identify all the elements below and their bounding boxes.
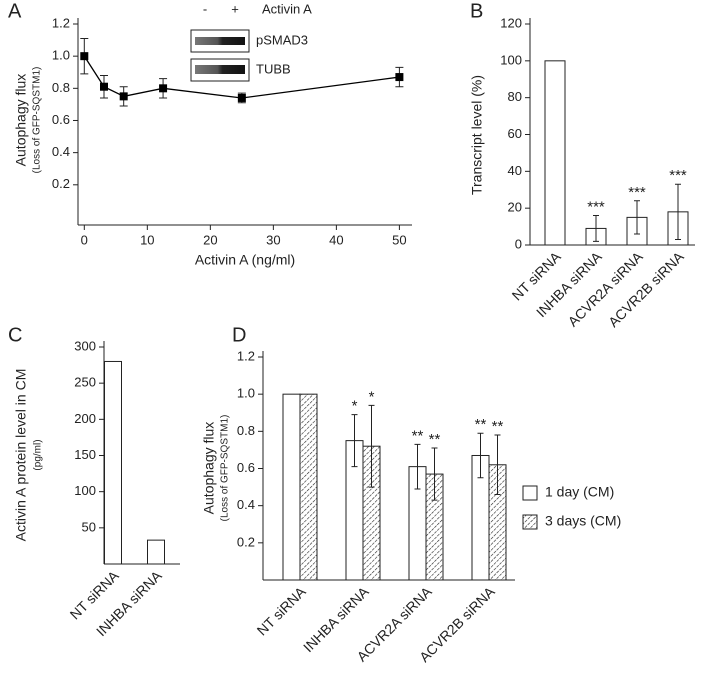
error-bar (675, 183, 681, 240)
marker (80, 52, 89, 61)
y-tick-label: 0.6 (52, 112, 70, 127)
y-tick-label: 150 (74, 447, 96, 462)
y-axis-label: Activin A protein level in CM (13, 369, 29, 542)
y-tick-label: 60 (508, 126, 522, 141)
y-tick-label: 0.4 (237, 497, 255, 512)
y-axis-label: (pg/ml) (33, 439, 44, 470)
line (83, 55, 400, 99)
error-bar (368, 404, 375, 488)
legend-label: 3 days (CM) (545, 513, 621, 529)
error-bar (634, 200, 640, 235)
significance: * (352, 398, 358, 415)
bar (282, 393, 301, 581)
x-tick-label: 40 (329, 232, 343, 247)
error-bar (351, 414, 358, 468)
y-tick-label: 1.2 (52, 15, 70, 30)
significance: ** (475, 416, 487, 433)
y-tick-label: 0.4 (52, 144, 70, 159)
error-bar (494, 434, 501, 496)
marker (119, 92, 128, 101)
error-bar (414, 443, 421, 490)
blot-band-label: TUBB (256, 61, 291, 76)
y-tick-label: 40 (508, 163, 522, 178)
blot-band (195, 65, 245, 74)
marker (237, 93, 246, 102)
panel-letter: D (232, 324, 246, 346)
bar (147, 539, 165, 565)
y-tick-label: 0.8 (52, 80, 70, 95)
y-axis-label: Autophagy flux (13, 74, 29, 167)
error-bar (477, 432, 484, 479)
bar (299, 393, 318, 581)
legend-swatch (522, 485, 538, 501)
error-bar (593, 215, 599, 242)
y-axis-label: Transcript level (%) (469, 75, 485, 195)
y-tick-label: 1.0 (52, 48, 70, 63)
x-axis-label: Activin A (ng/ml) (195, 252, 295, 268)
x-tick-label: 30 (266, 232, 280, 247)
marker (159, 84, 168, 93)
significance: * (369, 388, 375, 405)
y-tick-label: 0.6 (237, 460, 255, 475)
blot-treatment: Activin A (262, 1, 312, 16)
blot-band (195, 37, 245, 45)
y-tick-label: 50 (82, 519, 96, 534)
bar (544, 60, 566, 246)
bar (104, 360, 122, 565)
significance: ** (492, 418, 504, 435)
y-tick-label: 0.8 (237, 423, 255, 438)
y-tick-label: 200 (74, 411, 96, 426)
y-tick-label: 0.2 (237, 534, 255, 549)
significance: *** (587, 199, 605, 216)
blot-condition: - (203, 1, 207, 16)
x-tick-label: 20 (203, 232, 217, 247)
y-tick-label: 0.2 (52, 176, 70, 191)
y-tick-label: 100 (74, 483, 96, 498)
panel-letter: C (8, 324, 22, 346)
y-axis-label: Autophagy flux (201, 422, 217, 515)
significance: ** (429, 431, 441, 448)
panel-letter: B (470, 0, 483, 22)
x-tick-label: 50 (392, 232, 406, 247)
y-axis-label: (Loss of GFP-SQSTM1) (220, 415, 231, 522)
y-tick-label: 20 (508, 200, 522, 215)
y-axis-label: (Loss of GFP-SQSTM1) (32, 67, 43, 174)
significance: *** (628, 184, 646, 201)
y-tick-label: 1.2 (237, 348, 255, 363)
x-tick-label: NT siRNA (254, 583, 310, 639)
significance: *** (669, 167, 687, 184)
error-bar (431, 447, 438, 501)
marker (395, 73, 404, 82)
x-tick-label: ACVR2B siRNA (605, 248, 687, 330)
y-tick-label: 1.0 (237, 386, 255, 401)
blot-condition: + (231, 1, 239, 16)
significance: ** (412, 427, 424, 444)
blot-band-label: pSMAD3 (256, 32, 308, 47)
marker (99, 82, 108, 91)
y-tick-label: 0 (515, 236, 522, 251)
x-tick-label: 10 (140, 232, 154, 247)
y-tick-label: 250 (74, 375, 96, 390)
y-tick-label: 300 (74, 338, 96, 353)
y-tick-label: 80 (508, 89, 522, 104)
legend-label: 1 day (CM) (545, 484, 614, 500)
y-tick-label: 100 (500, 52, 522, 67)
x-tick-label: 0 (81, 232, 88, 247)
legend-swatch (522, 514, 538, 530)
y-tick-label: 120 (500, 15, 522, 30)
panel-letter: A (8, 0, 22, 22)
